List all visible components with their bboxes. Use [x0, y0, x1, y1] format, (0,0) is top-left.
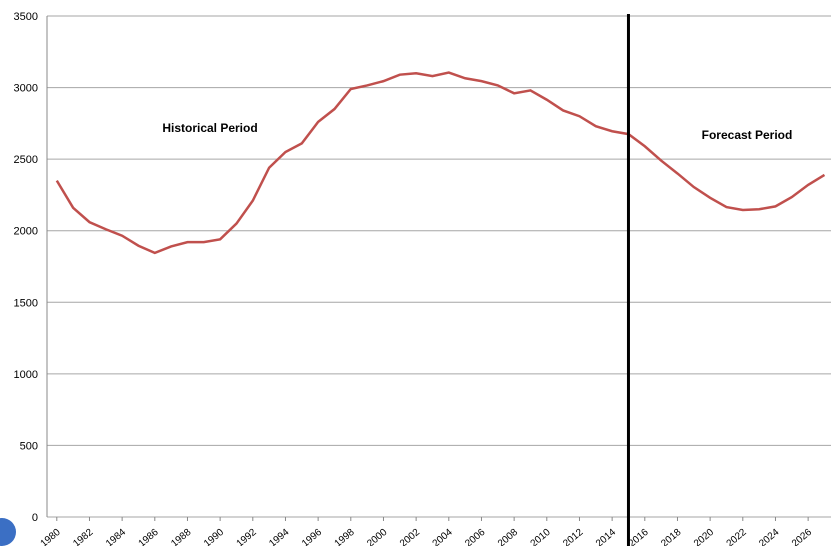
x-tick-label: 1998 [333, 527, 357, 546]
x-tick-label: 2018 [659, 527, 683, 546]
x-tick-label: 1994 [267, 527, 291, 546]
x-tick-label: 1992 [235, 527, 259, 546]
y-tick-label: 3000 [14, 83, 38, 95]
corner-badge [0, 518, 16, 546]
x-tick-label: 2008 [496, 527, 520, 546]
y-tick-label: 3500 [14, 11, 38, 23]
y-tick-label: 2000 [14, 226, 38, 238]
y-tick-label: 0 [32, 512, 38, 524]
x-tick-label: 2006 [463, 527, 487, 546]
annotation: Forecast Period [702, 128, 793, 142]
x-tick-label: 2016 [627, 527, 651, 546]
x-tick-label: 2014 [594, 527, 618, 546]
y-tick-label: 500 [20, 440, 38, 452]
x-tick-label: 2026 [790, 527, 814, 546]
annotation: Historical Period [162, 121, 257, 135]
x-tick-label: 1982 [71, 527, 95, 546]
x-tick-label: 2000 [365, 527, 389, 546]
x-tick-label: 1988 [169, 527, 193, 546]
x-tick-label: 2004 [431, 527, 455, 546]
x-tick-label: 2010 [529, 527, 553, 546]
x-tick-label: 1984 [104, 527, 128, 546]
x-tick-label: 2024 [757, 527, 781, 546]
x-tick-label: 1990 [202, 527, 226, 546]
x-tick-label: 2012 [561, 527, 585, 546]
x-tick-label: 2020 [692, 527, 716, 546]
line [55, 71, 826, 255]
x-tick-label: 2022 [725, 527, 749, 546]
y-tick-label: 1000 [14, 369, 38, 381]
x-tick-label: 1996 [300, 527, 324, 546]
y-tick-label: 2500 [14, 154, 38, 166]
x-tick-label: 1980 [39, 527, 63, 546]
y-tick-label: 1500 [14, 297, 38, 309]
x-tick-label: 1986 [137, 527, 161, 546]
x-tick-label: 2002 [398, 527, 422, 546]
